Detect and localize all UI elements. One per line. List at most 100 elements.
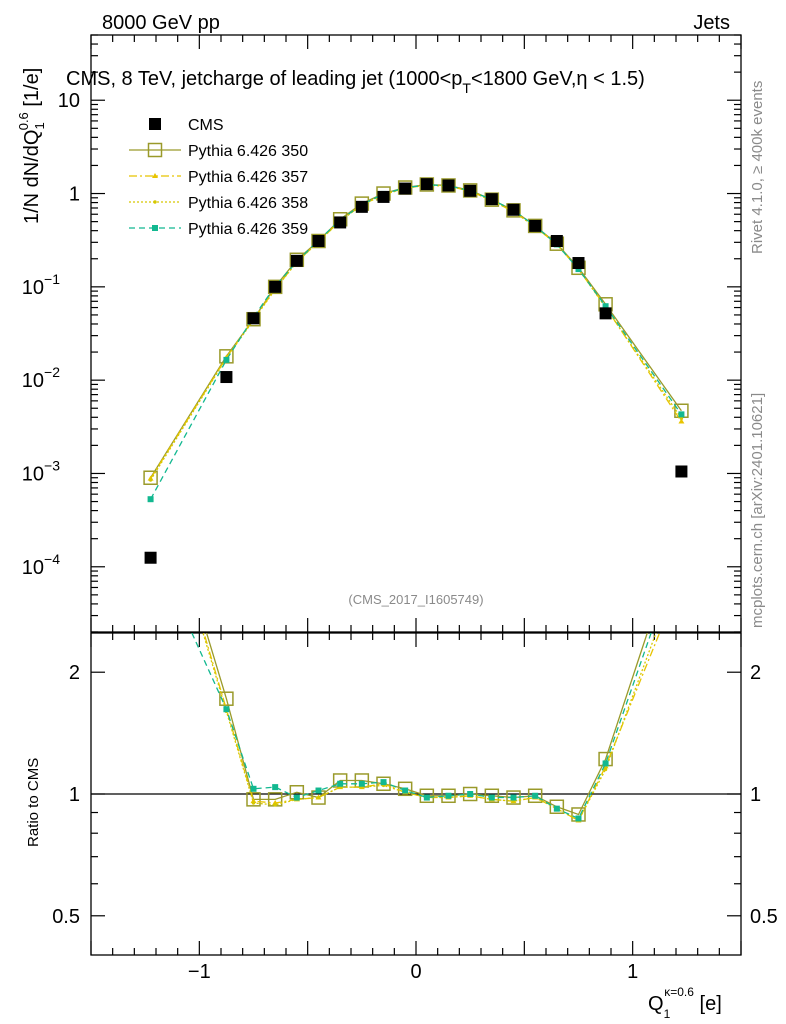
data-point xyxy=(272,800,279,806)
data-point xyxy=(219,691,234,706)
data-point xyxy=(153,200,157,204)
legend-label: CMS xyxy=(188,117,224,134)
data-point xyxy=(267,279,283,295)
y-tick-exponent: −2 xyxy=(44,364,60,380)
mcplots-label: mcplots.cern.ch [arXiv:2401.10621] xyxy=(749,393,766,628)
ratio-y-tick-label: 2 xyxy=(69,662,80,684)
data-point xyxy=(549,799,565,815)
top-y-label-unit: [1/e] xyxy=(21,68,43,112)
data-point xyxy=(250,785,257,792)
ratio-series-pythia-6426-359 xyxy=(191,633,652,822)
y-tick-base: 10 xyxy=(22,557,44,579)
data-point xyxy=(152,225,158,231)
y-tick-label: 10−4 xyxy=(22,551,60,579)
legend-item: Pythia 6.426 359 xyxy=(129,221,308,238)
legend-item: Pythia 6.426 357 xyxy=(129,169,308,186)
data-point xyxy=(316,795,321,800)
data-point xyxy=(550,234,563,247)
data-point xyxy=(603,767,608,772)
data-point xyxy=(575,266,582,273)
data-point xyxy=(147,496,154,503)
header-right: Jets xyxy=(693,12,730,34)
data-point xyxy=(223,706,230,713)
chart-title-rest: <1800 GeV,η < 1.5) xyxy=(471,68,645,90)
data-point xyxy=(269,280,282,293)
x-label-main: Q xyxy=(648,993,664,1015)
ratio-y-tick-label: 1 xyxy=(69,784,80,806)
data-point xyxy=(143,470,158,485)
y-tick-label: 10 xyxy=(58,90,80,112)
top-y-label-main: 1/N dN/dQ xyxy=(21,130,43,224)
legend-label: Pythia 6.426 359 xyxy=(188,221,308,238)
legend-label: Pythia 6.426 357 xyxy=(188,169,308,186)
data-point xyxy=(246,792,261,807)
ratio-line xyxy=(203,633,661,822)
data-point xyxy=(272,784,279,791)
data-point xyxy=(467,791,474,797)
x-axis-label: Q1 κ=0.6 [e] xyxy=(648,985,722,1021)
bottom-y-label: Ratio to CMS xyxy=(25,758,42,847)
data-point xyxy=(420,178,433,191)
rivet-version-label: Rivet 4.1.0, ≥ 400k events xyxy=(749,81,766,254)
series-cms xyxy=(144,178,688,564)
top-y-label: 1/N dN/dQ10.6 [1/e] xyxy=(16,68,47,224)
data-point xyxy=(397,781,413,797)
ratio-y-tick-label-right: 1 xyxy=(750,784,761,806)
chart-title-text: CMS, 8 TeV, jetcharge of leading jet (10… xyxy=(66,68,462,90)
data-point xyxy=(402,787,409,794)
x-label-sub: 1 xyxy=(664,1007,671,1021)
ratio-plot-area xyxy=(191,633,661,823)
y-tick-label: 10−2 xyxy=(22,364,60,392)
data-point xyxy=(529,219,542,232)
data-point xyxy=(312,234,325,247)
ratio-y-tick-label-right: 2 xyxy=(750,662,761,684)
x-tick-label: 0 xyxy=(410,961,421,983)
data-point xyxy=(527,218,543,234)
data-point xyxy=(602,303,609,310)
data-point xyxy=(147,142,163,158)
data-point xyxy=(315,787,322,794)
data-point xyxy=(380,779,387,786)
data-point xyxy=(149,118,161,130)
data-point xyxy=(423,794,430,801)
y-tick-exponent: −4 xyxy=(44,551,60,567)
data-point xyxy=(251,801,256,805)
x-label-sup: κ=0.6 xyxy=(664,985,694,999)
legend-item: Pythia 6.426 358 xyxy=(129,195,308,212)
data-point xyxy=(507,203,520,216)
top-y-label-sup: 0.6 xyxy=(16,112,31,130)
data-point xyxy=(358,780,365,787)
data-point xyxy=(485,193,498,206)
header-left: 8000 GeV pp xyxy=(102,12,220,34)
data-point xyxy=(220,371,233,384)
legend-item: Pythia 6.426 350 xyxy=(129,142,308,160)
data-point xyxy=(152,173,158,178)
data-point xyxy=(484,192,500,207)
data-point xyxy=(599,307,612,320)
data-point xyxy=(355,200,368,213)
data-point xyxy=(442,179,455,192)
y-tick-base: 10 xyxy=(22,277,44,299)
y-tick-label: 1 xyxy=(69,184,80,206)
data-point xyxy=(532,792,539,799)
data-point xyxy=(290,254,303,267)
data-point xyxy=(247,312,260,325)
data-point xyxy=(602,760,609,767)
legend-item: CMS xyxy=(149,117,224,134)
data-point xyxy=(337,780,344,787)
data-point xyxy=(678,411,685,418)
data-point xyxy=(293,794,300,801)
x-tick-label: 1 xyxy=(627,961,638,983)
legend: CMS Pythia 6.426 350 Pythia 6.426 357 Pythi… xyxy=(129,117,308,238)
ratio-line xyxy=(202,633,657,822)
data-point xyxy=(223,356,230,363)
data-point xyxy=(334,216,347,229)
data-point xyxy=(679,416,684,421)
data-point xyxy=(399,182,412,195)
x-label-unit: [e] xyxy=(694,993,722,1015)
data-point xyxy=(144,551,157,564)
ratio-line xyxy=(191,633,652,820)
data-point xyxy=(572,257,585,270)
